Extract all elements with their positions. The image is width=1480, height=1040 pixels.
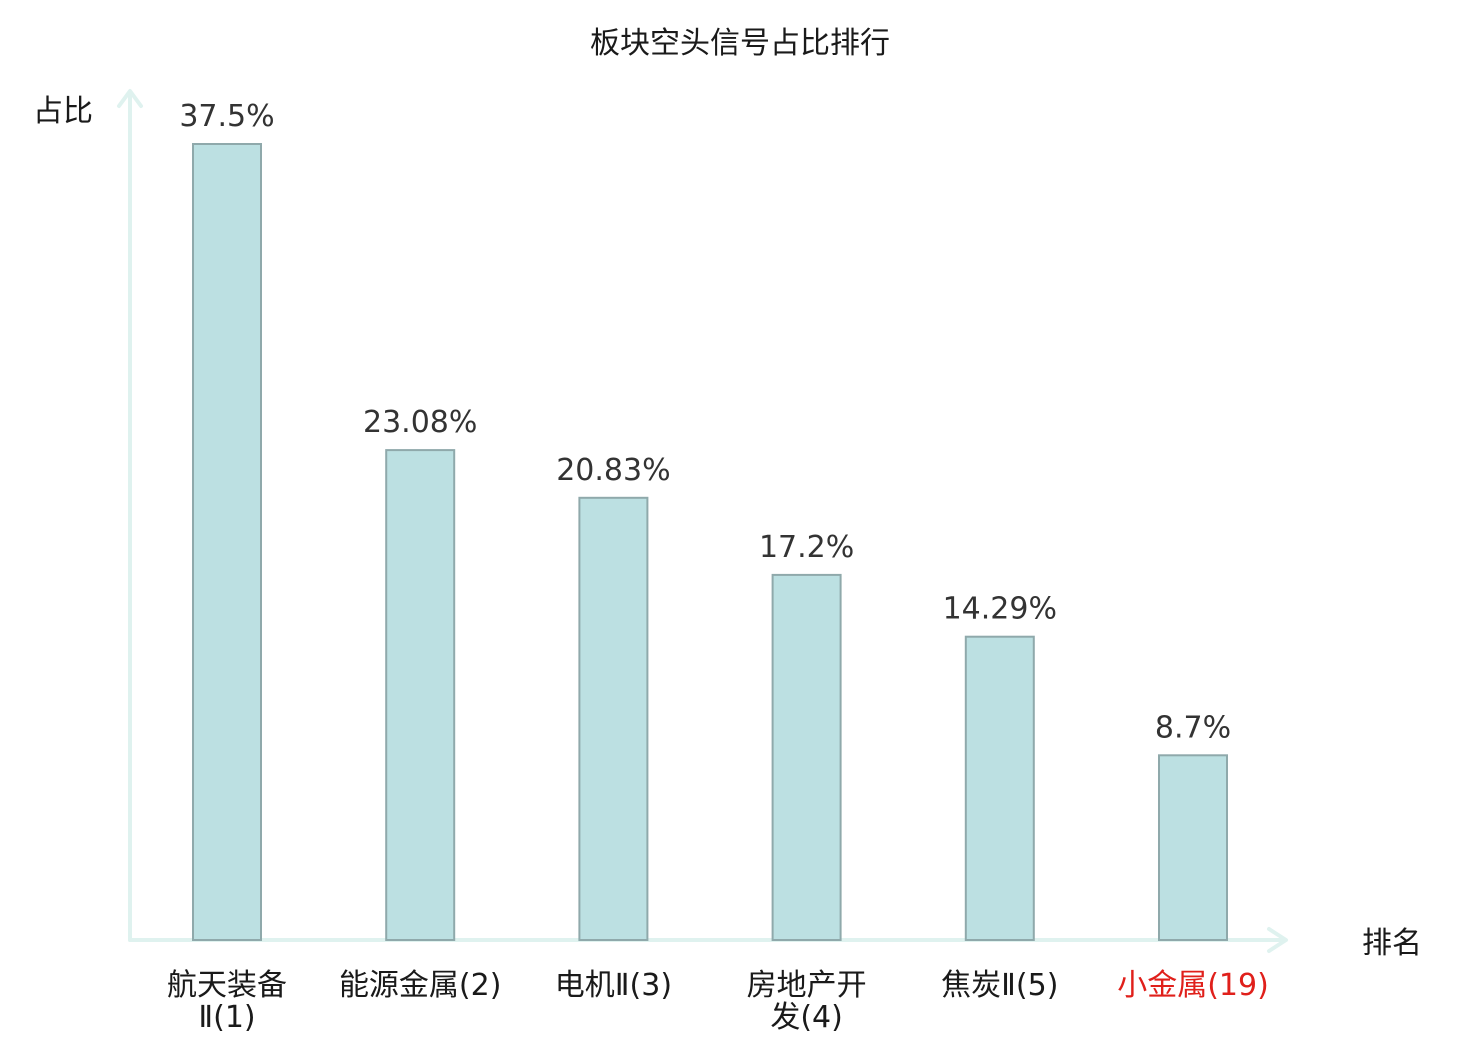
bar <box>192 143 262 941</box>
bar-value-label: 17.2% <box>759 530 854 565</box>
bar <box>771 573 842 942</box>
x-axis-arrow <box>1267 927 1288 953</box>
y-axis-arrow <box>117 89 143 108</box>
y-axis-label: 占比 <box>33 94 93 129</box>
bar <box>385 449 456 941</box>
bar-value-label: 23.08% <box>363 405 477 440</box>
value-labels: 37.5% 23.08% 20.83% 17.2% 14.29% 8.7% <box>179 99 1231 745</box>
x-tick-label: 航天装备 <box>167 968 287 1003</box>
bar-value-label: 8.7% <box>1155 710 1231 745</box>
bar <box>964 635 1035 941</box>
x-axis-label: 排名 <box>1362 926 1422 961</box>
x-tick-label: 小金属(19) <box>1117 968 1269 1003</box>
bar <box>578 496 649 941</box>
x-tick-label: Ⅱ(1) <box>198 1000 255 1035</box>
bar-value-label: 14.29% <box>943 592 1057 627</box>
chart-title: 板块空头信号占比排行 <box>590 26 890 61</box>
bar <box>1158 754 1228 941</box>
x-tick-label: 焦炭Ⅱ(5) <box>941 968 1058 1003</box>
bar-value-label: 37.5% <box>179 99 274 134</box>
x-tick-label: 房地产开 <box>747 968 867 1003</box>
axes <box>117 89 1288 953</box>
bars <box>192 143 1228 942</box>
x-tick-label: 发(4) <box>770 1000 843 1035</box>
x-tick-label: 电机Ⅱ(3) <box>555 968 672 1003</box>
x-tick-label: 能源金属(2) <box>339 968 502 1003</box>
bar-value-label: 20.83% <box>556 453 670 488</box>
